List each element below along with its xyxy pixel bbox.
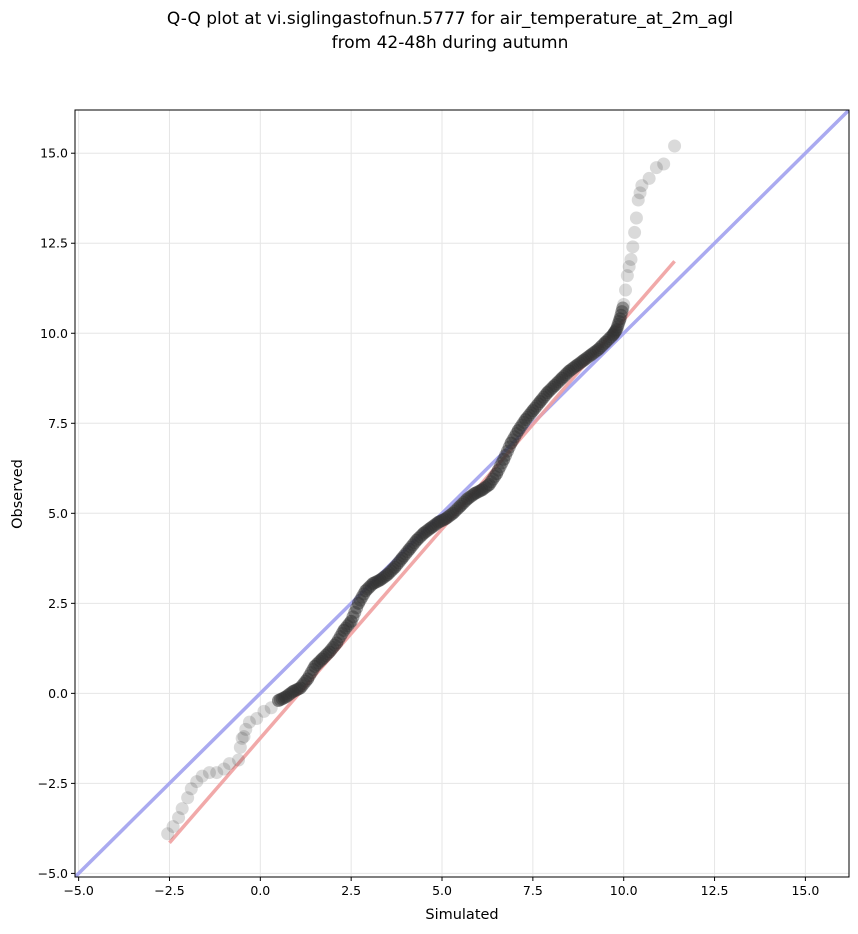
quantile-point [301,672,315,686]
y-tick-label: 0.0 [48,686,68,701]
quantile-point [631,193,645,207]
quantile-point [620,269,634,283]
y-tick-label: 12.5 [40,236,68,251]
quantile-point [210,766,224,780]
x-tick-label: 0.0 [250,883,270,898]
quantile-point [250,712,264,726]
quantile-point [615,305,629,319]
quantile-point [344,614,358,628]
x-tick-label: 2.5 [341,883,361,898]
quantile-point [506,433,520,447]
quantile-point [242,715,256,729]
y-tick-label: 10.0 [40,326,68,341]
quantile-point [239,722,253,736]
quantile-point [629,211,643,225]
title-line-2: from 42-48h during autumn [332,33,569,53]
quantile-point [626,240,640,254]
chart-title: Q-Q plot at vi.siglingastofnun.5777 for … [167,9,733,53]
x-tick-label: 7.5 [523,883,543,898]
quantile-point [237,730,251,744]
quantile-point [166,820,180,834]
y-tick-label: 7.5 [48,416,68,431]
y-tick-label: −5.0 [38,866,68,881]
quantile-point [504,436,518,450]
grid [75,110,849,877]
y-axis-label: Observed [10,459,26,529]
x-axis-label: Simulated [425,907,498,923]
x-tick-label: 15.0 [791,883,819,898]
y-tick-label: 5.0 [48,506,68,521]
y-tick-label: −2.5 [38,776,68,791]
identity-line [75,110,849,877]
x-tick-label: 12.5 [701,883,729,898]
quantile-point [222,757,236,771]
quantile-point [346,610,360,624]
quantile-point [533,395,547,409]
quantile-points [161,139,682,841]
quantile-point [402,542,416,556]
quantile-point [624,252,638,266]
quantile-point [172,811,186,825]
plot-frame [74,109,850,878]
quantile-point [353,593,367,607]
quantile-point [649,161,663,175]
quantile-point [635,179,649,193]
quantile-point [491,463,505,477]
quantile-point [302,669,316,683]
quantile-point [668,139,682,153]
quantile-point [331,633,345,647]
x-tick-label: 10.0 [610,883,638,898]
quantile-point [613,312,627,326]
quantile-point [235,731,249,745]
quantile-point [233,740,247,754]
y-tick-label: 15.0 [40,146,68,161]
quantile-point [293,681,307,695]
title-line-1: Q-Q plot at vi.siglingastofnun.5777 for … [167,9,733,29]
x-tick-label: 5.0 [432,883,452,898]
quantile-point [614,308,628,322]
quantile-point [202,766,216,780]
quantile-point [497,452,511,466]
quantile-point [609,323,623,337]
quantile-point [616,301,630,315]
quantile-point [190,775,204,789]
quantile-point [482,477,496,491]
quantile-point [622,260,636,274]
quantile-point [633,186,647,200]
x-tick-label: −2.5 [154,883,184,898]
quantile-point [217,762,231,776]
quantile-point [628,225,642,239]
quantile-point [175,802,189,816]
x-tick-label: −5.0 [63,883,93,898]
quantile-point [388,560,402,574]
quantile-point [617,297,631,311]
quantile-point [161,827,175,841]
quantile-point [232,753,246,767]
quantile-point [181,791,195,805]
quantile-point [526,404,540,418]
y-axis-ticks: −5.0 −2.5 0.0 2.5 5.0 7.5 10.0 12.5 15.0 [38,146,75,881]
quantile-point [337,623,351,637]
quantile-point [519,413,533,427]
quantile-point [322,645,336,659]
reference-lines [75,110,849,877]
quantile-point [195,769,209,783]
y-tick-label: 2.5 [48,596,68,611]
quantile-point [490,467,504,481]
quantile-point [619,283,633,297]
quantile-point [184,782,198,796]
quantile-point [657,157,671,171]
quantile-point [499,448,513,462]
x-axis-ticks: −5.0 −2.5 0.0 2.5 5.0 7.5 10.0 12.5 15.0 [63,877,819,898]
quantile-point [351,596,365,610]
quantile-point [642,171,656,185]
quantile-point [257,704,271,718]
quantile-point [511,423,525,437]
quantile-point [330,636,344,650]
quantile-point [395,551,409,565]
